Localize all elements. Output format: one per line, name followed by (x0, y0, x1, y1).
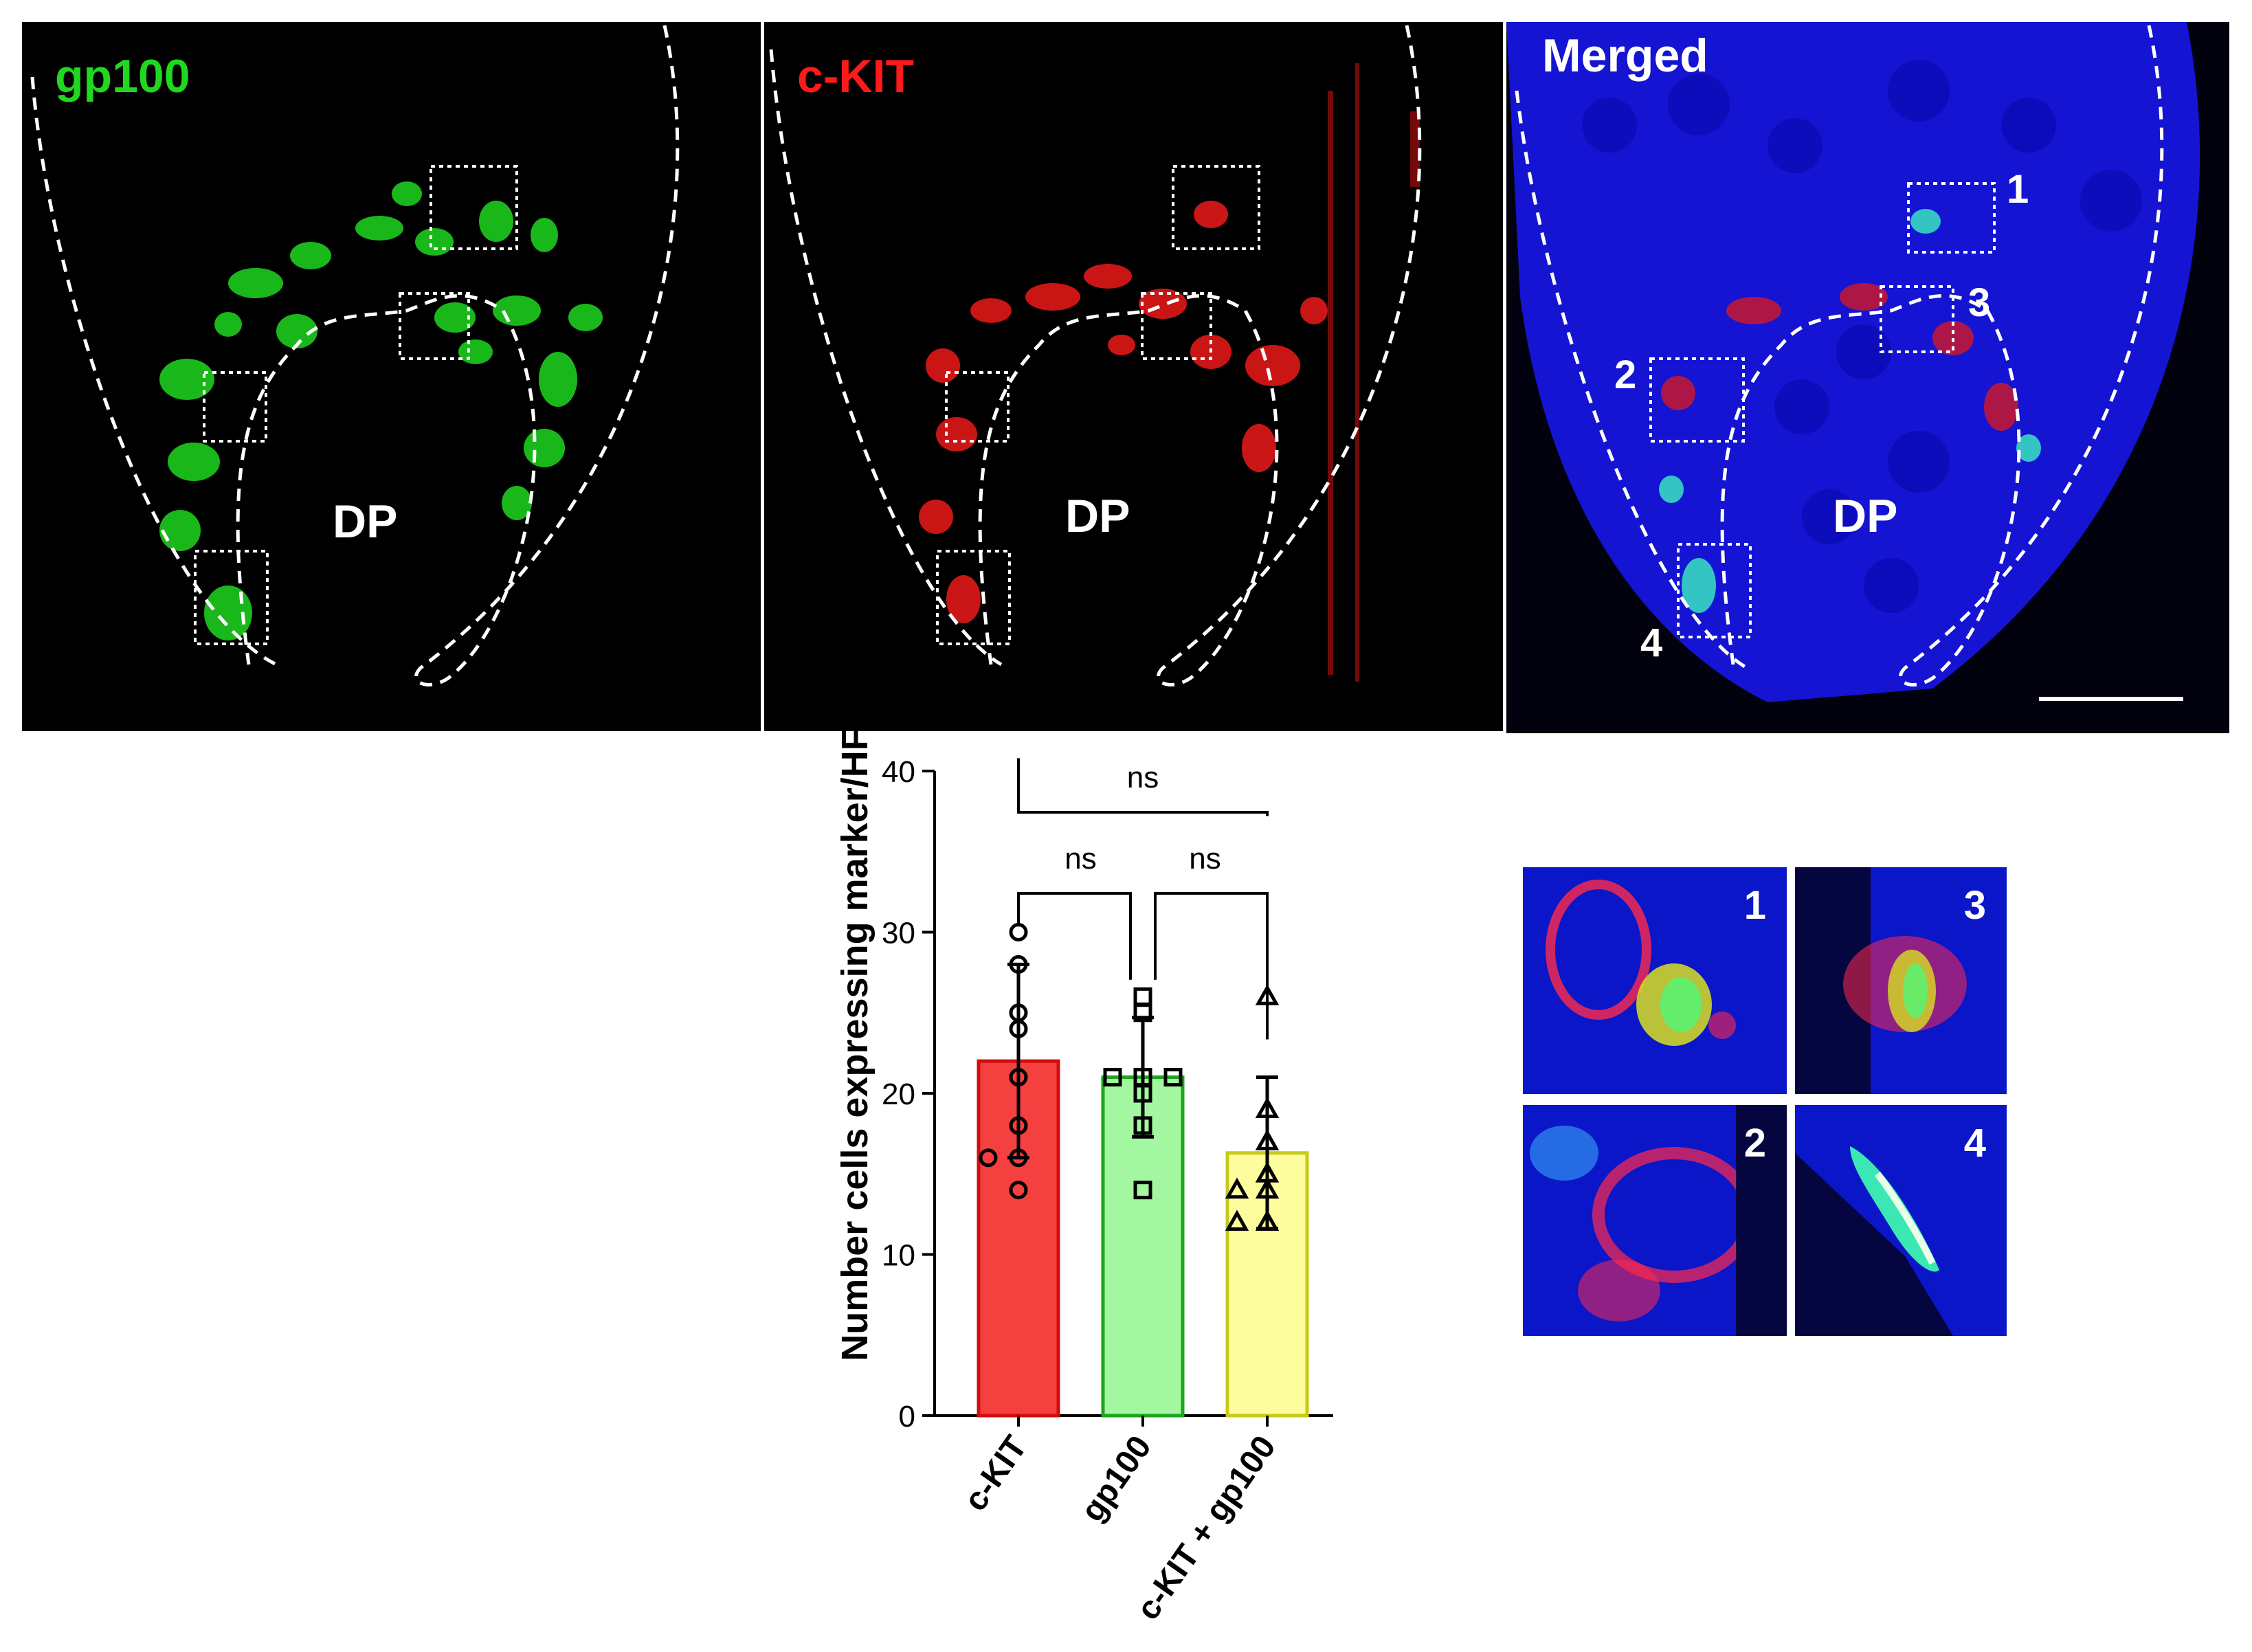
data-point (1225, 1177, 1249, 1199)
data-point (1133, 1181, 1152, 1200)
data-point (1133, 987, 1152, 1006)
box-number-3: 3 (1968, 280, 1991, 325)
data-point (1009, 1019, 1028, 1038)
significance-bracket (1017, 892, 1132, 980)
y-tick-label: 0 (899, 1400, 915, 1433)
significance-brackets: ns ns ns (1017, 758, 1269, 1040)
data-point (1009, 923, 1028, 941)
inset-2-image (1530, 1105, 1787, 1336)
data-point (1009, 1068, 1028, 1087)
panel-title: Merged (1542, 30, 1708, 82)
gp100-micrograph: gp100 DP (22, 22, 761, 731)
inset-1: 1 (1523, 867, 1787, 1094)
data-point (1255, 1177, 1280, 1199)
x-tick-label: c-KIT + gp100 (1130, 1429, 1283, 1627)
panel-title: gp100 (55, 50, 190, 102)
significance-label: ns (1189, 842, 1220, 875)
inset-4-image (1795, 1146, 1953, 1336)
data-point (1009, 955, 1028, 974)
inset-3: 3 (1795, 867, 2007, 1094)
data-point (1255, 1129, 1280, 1150)
x-tick-label: c-KIT (957, 1429, 1034, 1518)
data-point (1133, 1084, 1152, 1103)
data-point (1009, 1181, 1028, 1200)
inset-4: 4 (1795, 1105, 2007, 1336)
y-tick-label: 20 (882, 1078, 915, 1111)
c-kit-image-content (769, 25, 1422, 687)
x-tick-label: gp100 (1074, 1429, 1159, 1528)
c-kit-micrograph: c-KIT DP (764, 22, 1503, 731)
data-point (1009, 1148, 1028, 1168)
data-point (1133, 1003, 1152, 1023)
bar-chart: Number cells expressing marker/HF 0 10 20 3… (834, 728, 1333, 1627)
inset-number: 3 (1963, 883, 1986, 928)
data-points (979, 923, 1280, 1231)
data-point (1255, 1209, 1280, 1231)
inset-3-image (1795, 867, 1967, 1094)
data-point (1163, 1068, 1183, 1087)
significance-label: ns (1064, 842, 1096, 875)
y-tick-label: 30 (882, 917, 915, 950)
inset-number: 1 (1743, 883, 1766, 928)
y-ticks: 0 10 20 30 40 (882, 755, 935, 1433)
dp-label: DP (1065, 490, 1130, 542)
y-tick-label: 40 (882, 755, 915, 789)
box-number-1: 1 (2007, 167, 2029, 212)
y-tick-label: 10 (882, 1239, 915, 1273)
data-point (1009, 1116, 1028, 1135)
significance-label: ns (1127, 761, 1159, 794)
inset-1-image (1546, 880, 1736, 1046)
box-number-2: 2 (1614, 353, 1637, 397)
data-point (979, 1148, 998, 1168)
dp-label: DP (1833, 490, 1898, 542)
dp-label: DP (333, 495, 398, 548)
inset-number: 4 (1963, 1121, 1986, 1165)
data-point (1133, 1116, 1152, 1135)
gp100-image-content (30, 25, 680, 687)
merged-image-content (1506, 22, 2200, 702)
significance-bracket (1017, 758, 1269, 816)
inset-2: 2 (1523, 1105, 1787, 1336)
inset-number: 2 (1743, 1121, 1766, 1165)
data-point (1225, 1209, 1249, 1231)
box-number-4: 4 (1640, 621, 1663, 665)
significance-bracket (1154, 892, 1269, 1040)
data-point (1103, 1068, 1122, 1087)
data-point (1255, 1097, 1280, 1118)
merged-micrograph: Merged DP 1 3 2 4 (1506, 22, 2229, 733)
y-axis-label: Number cells expressing marker/HF (834, 728, 876, 1361)
panel-title: c-KIT (797, 50, 914, 102)
